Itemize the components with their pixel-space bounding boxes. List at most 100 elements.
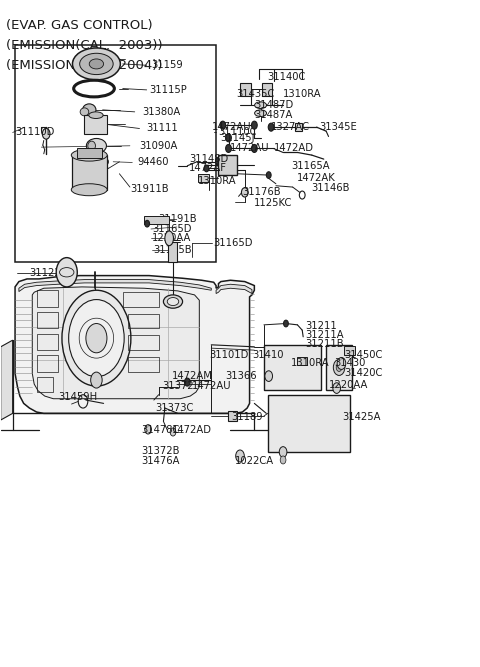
Bar (298, 358, 307, 366)
Bar (264, 345, 322, 390)
Ellipse shape (89, 59, 104, 69)
Text: 31140C: 31140C (268, 71, 306, 81)
Text: 1472AK: 1472AK (297, 173, 335, 183)
Text: 31476A: 31476A (142, 456, 180, 466)
Text: 31430: 31430 (334, 358, 365, 368)
Text: 31145J: 31145J (220, 133, 254, 143)
Bar (128, 313, 158, 328)
Ellipse shape (72, 48, 120, 80)
Bar (268, 396, 350, 452)
Text: 31110C: 31110C (218, 127, 257, 137)
Bar (198, 174, 209, 182)
Text: 31435C: 31435C (236, 89, 275, 99)
Text: 31110D: 31110D (15, 127, 54, 137)
Text: 31380A: 31380A (142, 107, 180, 117)
Circle shape (265, 371, 273, 382)
Text: 31478C: 31478C (142, 425, 180, 435)
Text: 1220AA: 1220AA (328, 380, 368, 390)
Text: 31115P: 31115P (149, 85, 187, 95)
Text: 1472AD: 1472AD (172, 425, 212, 435)
Text: 31101D: 31101D (209, 350, 249, 360)
Bar (262, 83, 272, 96)
Bar (295, 123, 302, 131)
Text: 1472AU: 1472AU (192, 381, 231, 391)
Circle shape (236, 450, 244, 462)
Circle shape (91, 372, 102, 388)
Ellipse shape (72, 149, 107, 161)
Text: 31111: 31111 (147, 123, 179, 133)
Text: 31366: 31366 (226, 371, 257, 381)
Bar (344, 346, 355, 355)
Text: 31165D: 31165D (214, 238, 253, 248)
Circle shape (145, 220, 150, 227)
Text: 31410: 31410 (252, 350, 284, 360)
Bar (36, 290, 58, 307)
Bar (36, 334, 58, 350)
Text: 31373C: 31373C (156, 403, 193, 413)
Bar (144, 215, 169, 223)
Bar (128, 358, 158, 372)
Ellipse shape (80, 108, 89, 116)
Polygon shape (0, 340, 12, 420)
Circle shape (337, 358, 346, 370)
Circle shape (170, 428, 176, 436)
Text: 31372B: 31372B (142, 446, 180, 456)
Text: 31487A: 31487A (254, 109, 293, 119)
Text: 31487D: 31487D (254, 100, 294, 110)
Bar (36, 356, 58, 372)
Ellipse shape (80, 53, 113, 75)
Circle shape (252, 145, 257, 153)
Circle shape (241, 187, 248, 197)
Text: 31911B: 31911B (130, 184, 168, 194)
Circle shape (220, 121, 226, 129)
Circle shape (184, 378, 190, 386)
Circle shape (42, 129, 50, 139)
Circle shape (69, 299, 124, 377)
Text: (EMISSION(CAL.  2004)): (EMISSION(CAL. 2004)) (6, 59, 163, 72)
Text: 31165D: 31165D (152, 224, 192, 234)
Text: 1472AD: 1472AD (274, 143, 313, 153)
Circle shape (279, 447, 287, 458)
Circle shape (226, 134, 231, 142)
Polygon shape (19, 279, 211, 291)
Ellipse shape (163, 295, 182, 308)
Ellipse shape (94, 157, 108, 167)
Text: 31420C: 31420C (344, 368, 383, 378)
Bar (128, 336, 158, 350)
Circle shape (284, 320, 288, 327)
Text: (EVAP. GAS CONTROL): (EVAP. GAS CONTROL) (6, 19, 153, 32)
Text: (EMISSION(CAL.  2003)): (EMISSION(CAL. 2003)) (6, 39, 163, 52)
Circle shape (204, 165, 209, 172)
Circle shape (333, 360, 345, 376)
Text: 31372: 31372 (162, 381, 193, 391)
Polygon shape (216, 284, 252, 293)
Ellipse shape (89, 112, 103, 119)
Circle shape (280, 456, 286, 464)
Text: 1472AF: 1472AF (189, 163, 227, 173)
Text: 1310RA: 1310RA (283, 89, 322, 99)
Ellipse shape (254, 102, 266, 109)
Text: 31189: 31189 (231, 412, 263, 422)
Text: 31155B: 31155B (153, 245, 192, 255)
Circle shape (216, 158, 221, 166)
Text: 1220AA: 1220AA (152, 233, 192, 243)
Text: 31191B: 31191B (158, 214, 197, 224)
Text: 31345E: 31345E (319, 122, 357, 132)
Circle shape (226, 145, 231, 153)
Text: 31148D: 31148D (189, 154, 228, 164)
Circle shape (145, 425, 152, 434)
Text: 1472AU: 1472AU (230, 143, 270, 153)
Text: 31146B: 31146B (311, 183, 349, 193)
Bar (218, 155, 237, 175)
Bar (36, 311, 58, 328)
Text: 1125KC: 1125KC (254, 198, 293, 208)
Ellipse shape (165, 231, 173, 245)
Text: 94460: 94460 (137, 157, 168, 167)
Text: 31090A: 31090A (140, 141, 178, 151)
Ellipse shape (254, 110, 266, 117)
Ellipse shape (83, 104, 96, 116)
Ellipse shape (88, 141, 96, 151)
Circle shape (336, 364, 342, 372)
Text: 31159: 31159 (152, 60, 183, 70)
Text: 31211B: 31211B (305, 339, 344, 349)
